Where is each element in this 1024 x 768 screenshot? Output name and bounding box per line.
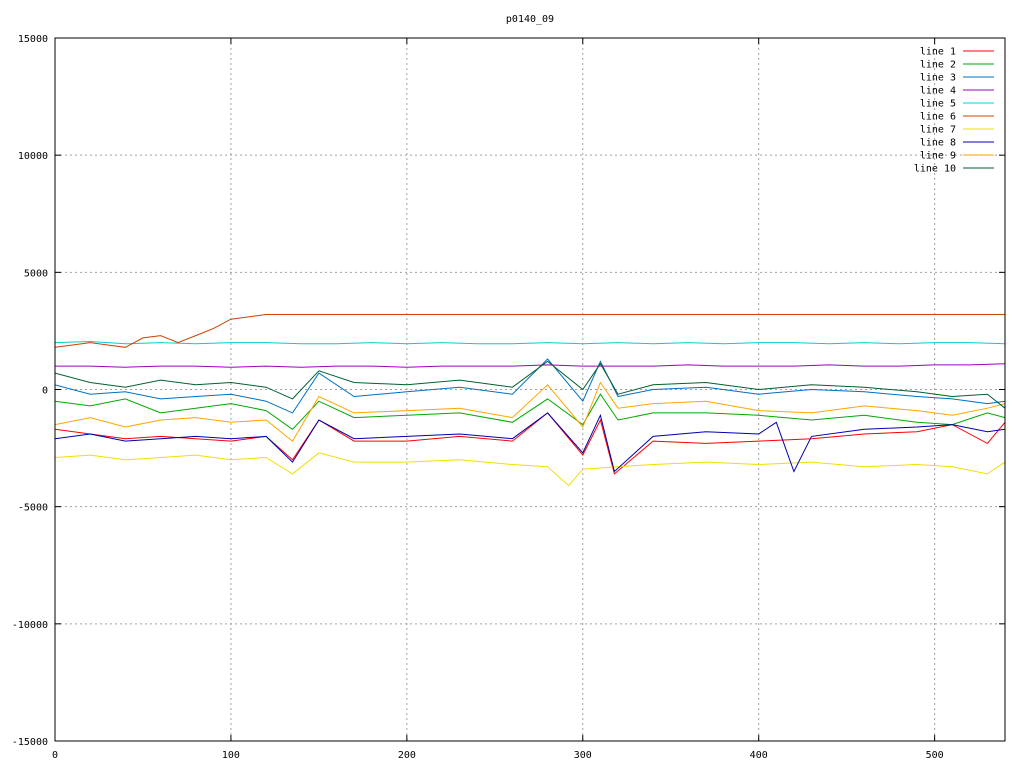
series-lines (55, 314, 1005, 487)
y-tick-label: -10000 (12, 620, 48, 631)
y-tick-label: 5000 (24, 268, 48, 279)
legend-label: line 9 (920, 151, 956, 162)
chart-title: p0140_09 (506, 14, 554, 25)
legend-label: line 4 (920, 86, 956, 97)
series-line-8 (55, 412, 1005, 473)
legend-label: line 2 (920, 60, 956, 71)
x-tick-label: 500 (926, 750, 944, 761)
y-tick-label: 0 (42, 386, 48, 397)
series-line-2 (55, 393, 1005, 430)
legend-label: line 3 (920, 73, 956, 84)
series-line-1 (55, 412, 1005, 475)
x-tick-label: 300 (574, 750, 592, 761)
x-tick-label: 400 (750, 750, 768, 761)
x-tick-label: 0 (52, 750, 58, 761)
series-line-7 (55, 452, 1005, 487)
series-line-6 (55, 314, 1005, 348)
series-line-4 (55, 363, 1005, 368)
y-tick-label: 15000 (18, 34, 48, 45)
series-line-10 (55, 360, 1005, 409)
legend-label: line 1 (920, 47, 956, 58)
legend-label: line 10 (914, 164, 956, 175)
series-line-9 (55, 381, 1005, 442)
grid (55, 38, 1005, 741)
x-tick-label: 200 (398, 750, 416, 761)
legend-label: line 7 (920, 125, 956, 136)
y-tick-label: -5000 (18, 503, 48, 514)
axis-ticks: -15000 -10000 -5000 0 5000 10000 15000 0 100 200 3… (12, 34, 1005, 761)
y-tick-label: 10000 (18, 151, 48, 162)
legend: line 1 line 2 line 3 line 4 line 5 line 6 line… (914, 47, 994, 175)
series-line-5 (55, 340, 1005, 345)
legend-label: line 5 (920, 99, 956, 110)
series-line-3 (55, 358, 1005, 414)
legend-label: line 6 (920, 112, 956, 123)
x-tick-label: 100 (222, 750, 240, 761)
legend-label: line 8 (920, 138, 956, 149)
y-tick-label: -15000 (12, 737, 48, 748)
